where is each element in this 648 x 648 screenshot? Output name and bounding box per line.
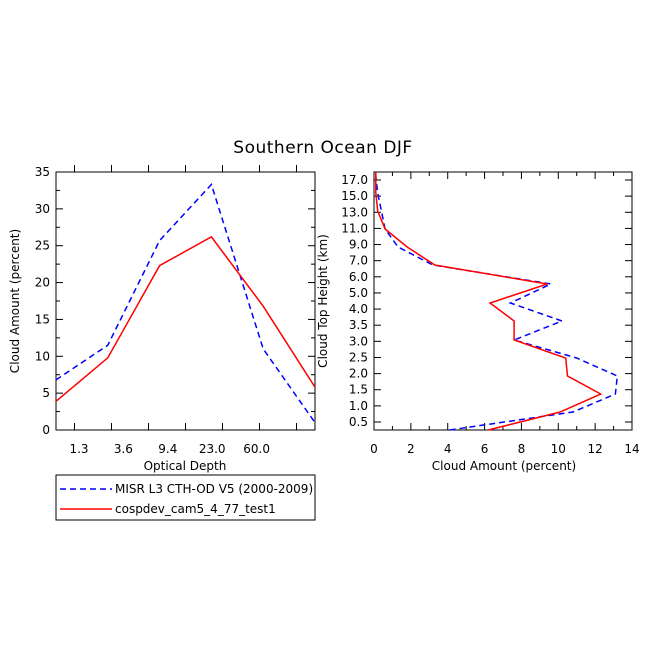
right-y-tick-label: 1.0	[349, 399, 368, 413]
right-y-tick-label: 1.5	[349, 383, 368, 397]
right-y-tick-label: 4.0	[349, 302, 368, 316]
left-plot-frame	[55, 171, 316, 431]
right-y-tick-label: 11.0	[341, 221, 368, 235]
left-series-model	[55, 235, 316, 402]
right-x-tick-label: 12	[588, 442, 603, 456]
right-y-tick-label: 2.0	[349, 367, 368, 381]
legend-label-misr: MISR L3 CTH-OD V5 (2000-2009)	[115, 482, 313, 496]
left-y-tick-label: 0	[42, 423, 50, 437]
right-x-tick-label: 8	[518, 442, 526, 456]
right-plot-frame	[373, 171, 633, 431]
left-y-tick-label: 35	[35, 165, 50, 179]
right-y-tick-label: 13.0	[341, 205, 368, 219]
right-x-tick-label: 6	[481, 442, 489, 456]
right-y-tick-label: 7.0	[349, 254, 368, 268]
left-ticks: 0 5 10 15 20 25 30 35 1.3 3.6 9.4 23.0 60.0	[35, 165, 315, 456]
right-x-tick-label: 4	[444, 442, 452, 456]
right-x-tick-label: 0	[370, 442, 378, 456]
right-y-tick-label: 2.5	[349, 350, 368, 364]
right-y-tick-label: 5.0	[349, 286, 368, 300]
right-ticks: 0 2 4 6 8 10 12 14 0.5 1.0 1.5 2.0 2.5 3.0 3.5 4.0 5.0 6.…	[341, 172, 640, 456]
left-y-tick-label: 25	[35, 239, 50, 253]
right-y-tick-label: 17.0	[341, 173, 368, 187]
left-x-tick-label: 23.0	[199, 442, 226, 456]
right-x-axis-label: Cloud Amount (percent)	[432, 459, 576, 473]
optical-depth-panel: 0 5 10 15 20 25 30 35 1.3 3.6 9.4 23.0 60.0 Optical …	[8, 165, 316, 473]
chart-title: Southern Ocean DJF	[233, 138, 412, 158]
left-x-tick-label: 9.4	[158, 442, 177, 456]
left-y-tick-label: 15	[35, 312, 50, 326]
left-series	[55, 183, 316, 424]
right-y-tick-label: 15.0	[341, 189, 368, 203]
legend-box	[55, 474, 316, 521]
right-x-tick-label: 14	[624, 442, 639, 456]
left-series-misr	[55, 183, 316, 424]
legend: MISR L3 CTH-OD V5 (2000-2009) cospdev_ca…	[55, 474, 316, 521]
right-y-tick-label: 0.5	[349, 415, 368, 429]
right-series	[375, 172, 619, 431]
right-y-tick-label: 3.5	[349, 318, 368, 332]
right-y-tick-label: 3.0	[349, 334, 368, 348]
left-y-tick-label: 20	[35, 276, 50, 290]
left-y-axis-label: Cloud Amount (percent)	[8, 229, 22, 373]
legend-label-model: cospdev_cam5_4_77_test1	[115, 502, 276, 516]
right-x-tick-label: 2	[407, 442, 415, 456]
left-y-tick-label: 5	[42, 386, 50, 400]
left-x-tick-label: 3.6	[114, 442, 133, 456]
left-x-tick-label: 60.0	[243, 442, 270, 456]
left-x-axis-label: Optical Depth	[144, 459, 227, 473]
cloud-top-height-panel: 0 2 4 6 8 10 12 14 0.5 1.0 1.5 2.0 2.5 3.0 3.5 4.0 5.0 6.…	[316, 171, 640, 473]
left-y-tick-label: 30	[35, 202, 50, 216]
right-y-tick-label: 6.0	[349, 270, 368, 284]
left-x-tick-label: 1.3	[69, 442, 88, 456]
right-y-axis-label: Cloud Top Height (km)	[316, 234, 330, 368]
left-y-tick-label: 10	[35, 349, 50, 363]
right-series-model	[375, 172, 603, 431]
right-y-tick-label: 9.0	[349, 238, 368, 252]
right-x-tick-label: 10	[551, 442, 566, 456]
